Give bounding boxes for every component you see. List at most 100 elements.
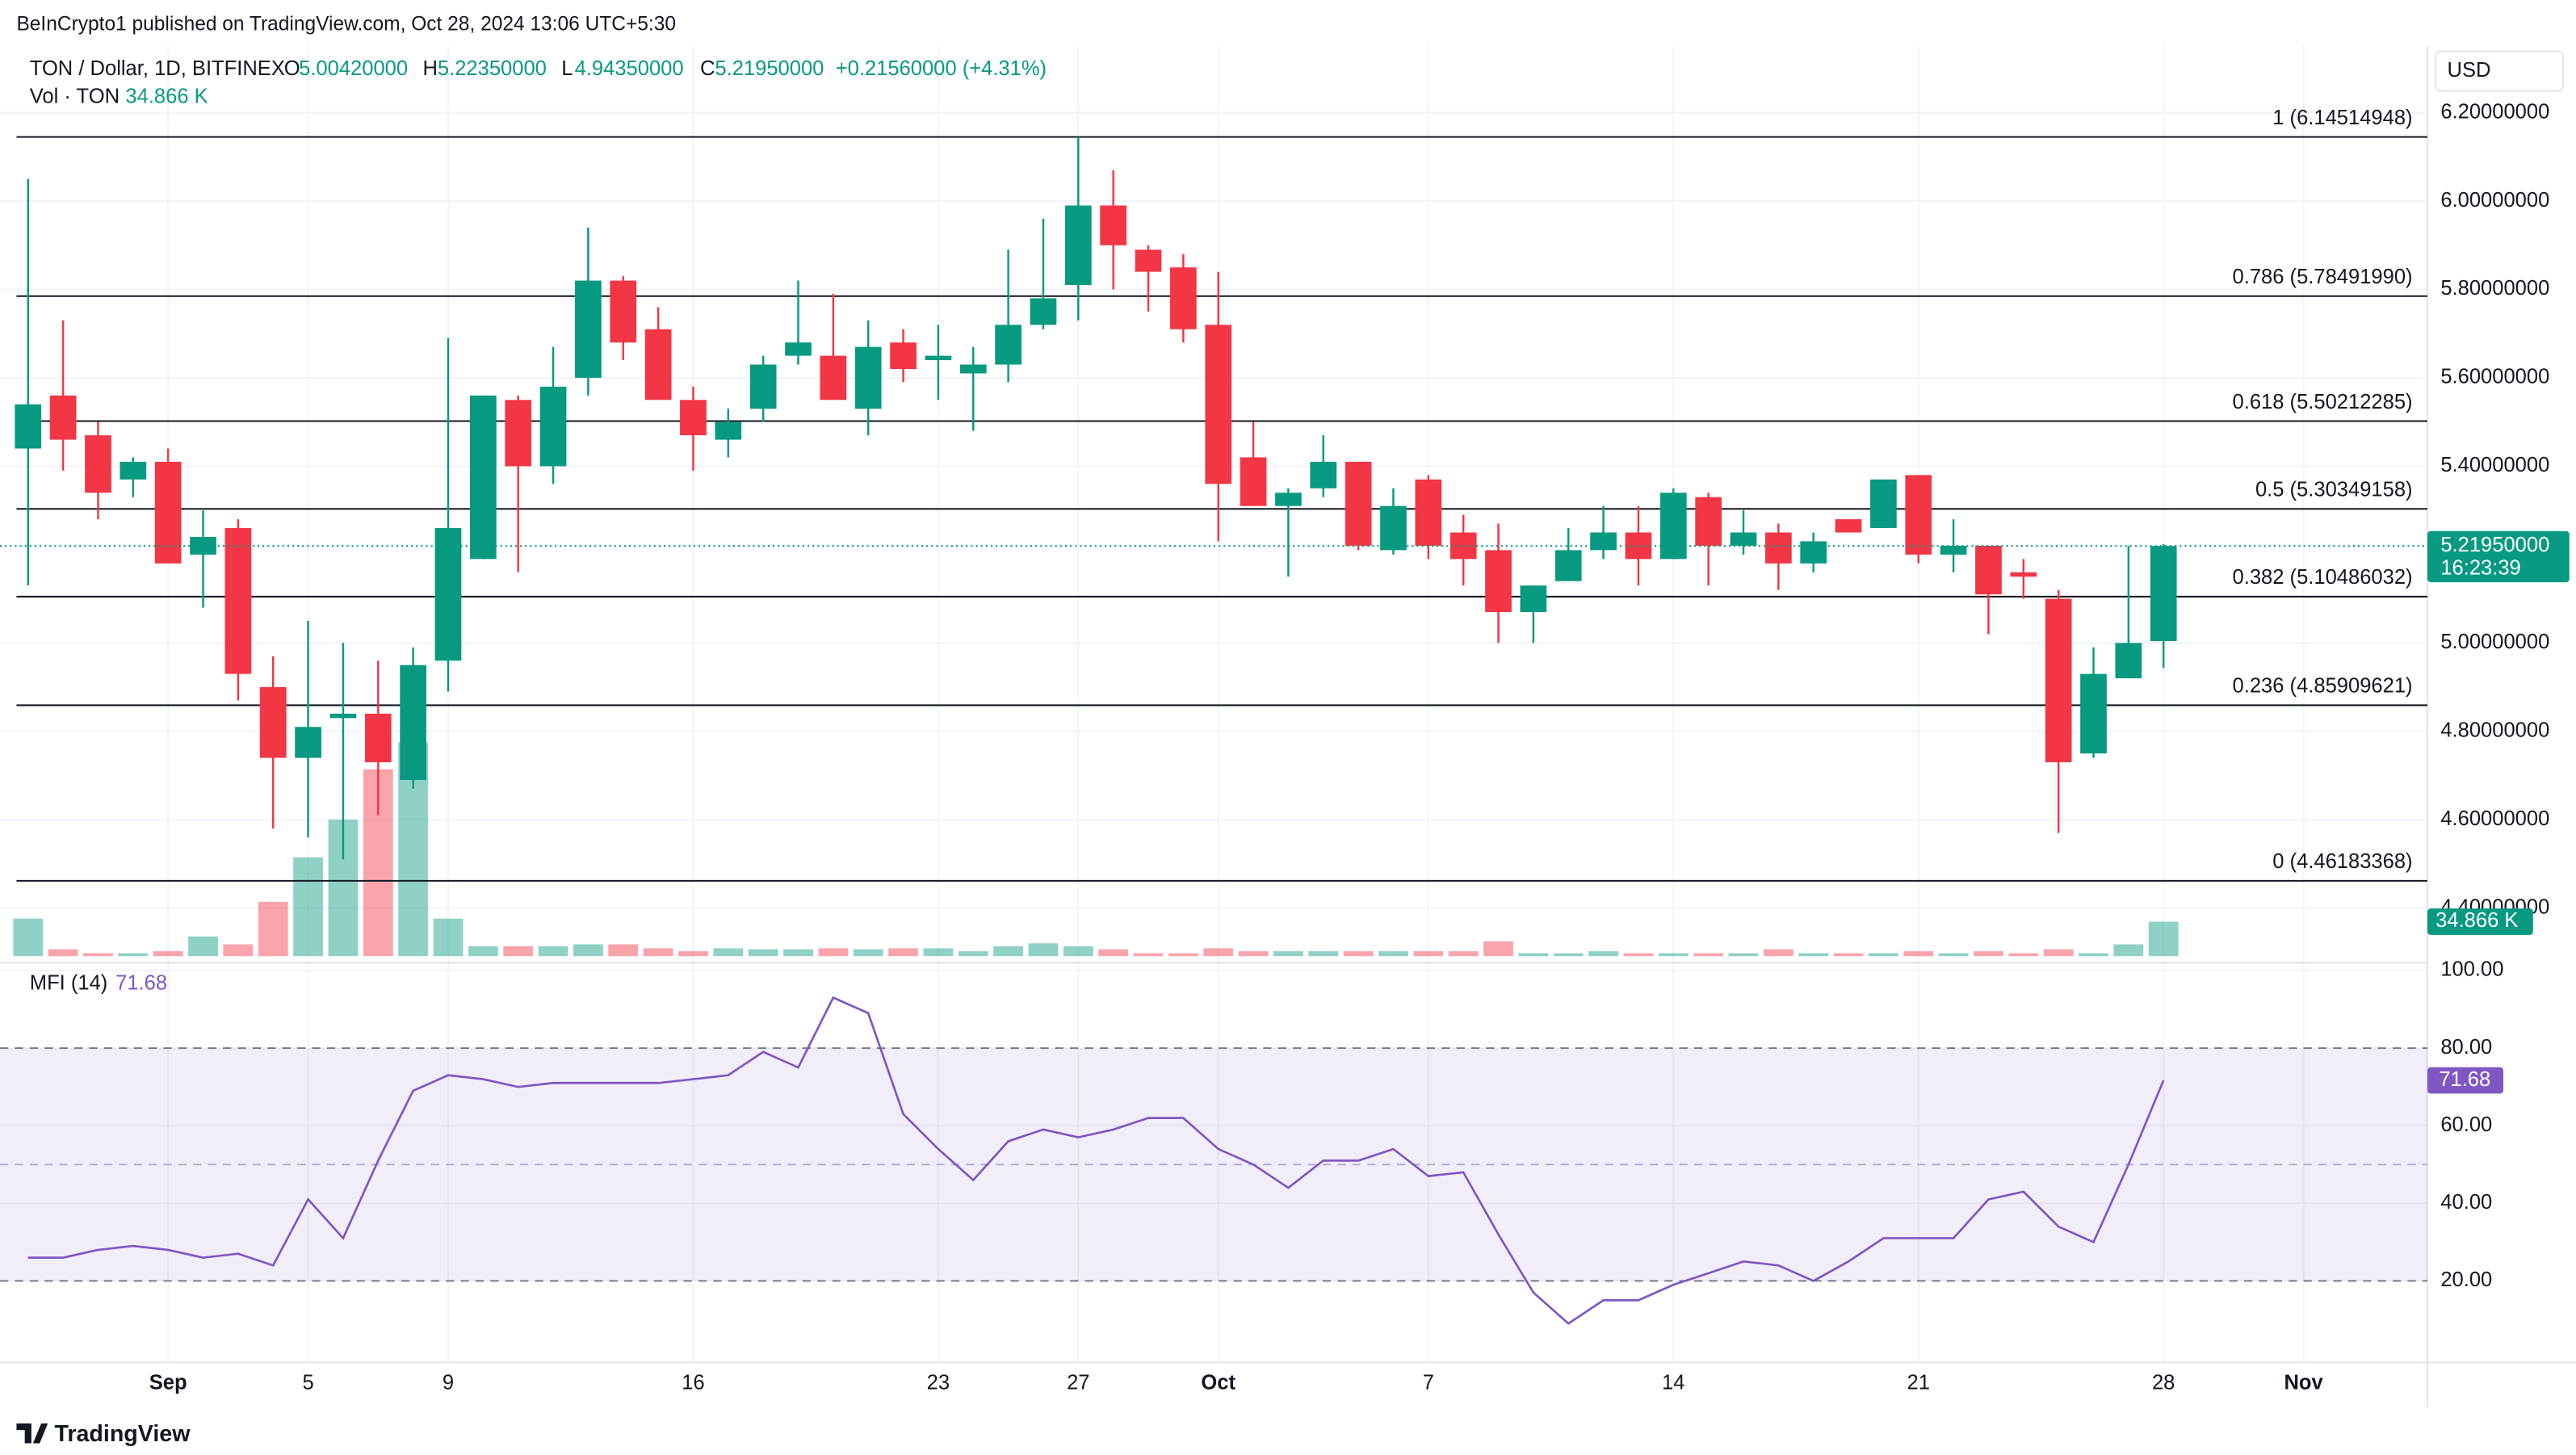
volume-bar — [83, 953, 113, 957]
candle-body — [259, 687, 287, 758]
mfi-label-box — [2427, 1067, 2504, 1094]
volume-bar — [1623, 953, 1654, 957]
ohlc-label: C — [700, 57, 715, 80]
volume-bar — [118, 953, 149, 957]
volume-bar — [2043, 949, 2074, 957]
x-tick-label: Nov — [2284, 1372, 2323, 1394]
x-tick-label: 27 — [1067, 1372, 1089, 1394]
y-tick-label: 40.00 — [2440, 1191, 2492, 1214]
candle-body — [1835, 519, 1862, 533]
volume-bar — [1273, 951, 1303, 957]
last-price-box — [2427, 530, 2570, 583]
symbol-title: TON / Dollar, 1D, BITFINEX — [30, 57, 285, 80]
volume-bar — [538, 946, 568, 957]
volume-bar — [503, 946, 534, 957]
volume-bar — [853, 949, 883, 957]
candle-body — [610, 280, 637, 343]
volume-bar — [888, 948, 918, 957]
fib-label: 0.5 (5.30349158) — [2255, 478, 2413, 501]
y-tick-label: 80.00 — [2440, 1036, 2492, 1059]
fib-label: 0.236 (4.85909621) — [2233, 675, 2413, 698]
currency-box[interactable] — [2435, 50, 2564, 92]
volume-bar — [293, 857, 323, 957]
candle-body — [15, 404, 42, 449]
candle-body — [505, 400, 532, 467]
volume-bar — [1238, 951, 1269, 957]
candle-body — [1554, 550, 1582, 581]
volume-bar — [48, 949, 78, 957]
candle-body — [364, 713, 392, 763]
x-tick-label: 21 — [1907, 1372, 1930, 1394]
fib-label: 0.618 (5.50212285) — [2233, 391, 2413, 413]
candle-body — [890, 342, 917, 370]
volume-bar — [1588, 951, 1618, 957]
volume-bar — [1518, 953, 1549, 957]
volume-bar — [1693, 953, 1724, 957]
volume-bar — [1098, 949, 1129, 957]
ohlc-value: 5.22350000 — [438, 57, 547, 80]
candle-body — [2010, 572, 2037, 577]
candle-body — [749, 364, 777, 409]
candle-body — [1590, 532, 1617, 551]
volume-bar — [1483, 941, 1513, 957]
mfi-title: MFI (14) — [30, 972, 108, 995]
logo-icon — [16, 1423, 48, 1444]
volume-bar — [748, 949, 778, 957]
volume-bar — [1448, 951, 1479, 957]
volume-bar — [958, 951, 988, 957]
candle-body — [2045, 598, 2072, 763]
candle-body — [995, 325, 1022, 365]
mfi-value: 71.68 — [115, 972, 167, 995]
volume-bar — [1343, 951, 1374, 957]
ohlc-label: O — [284, 57, 300, 80]
volume-title: Vol · TON — [30, 86, 120, 108]
volume-bar — [2113, 944, 2144, 957]
x-tick-label: 28 — [2152, 1372, 2175, 1394]
currency[interactable]: USD — [2448, 59, 2491, 82]
x-tick-label: 14 — [1662, 1372, 1684, 1394]
volume-bar — [573, 944, 603, 957]
volume-bar — [713, 948, 744, 957]
volume-bar — [1938, 953, 1969, 957]
x-tick-label: 5 — [302, 1372, 313, 1394]
candle-body — [434, 528, 462, 661]
fib-label: 1 (6.14514948) — [2272, 107, 2412, 129]
y-tick-label: 60.00 — [2440, 1113, 2492, 1136]
volume-bar — [1063, 946, 1093, 957]
volume-bar — [1308, 951, 1339, 957]
candle-body — [925, 355, 952, 361]
volume-bar — [2008, 953, 2039, 957]
logo-text: TradingView — [54, 1421, 191, 1447]
y-tick-label: 100.00 — [2440, 958, 2503, 981]
ohlc-value: 5.00420000 — [299, 57, 408, 80]
candle-body — [154, 461, 182, 564]
x-tick-label: 23 — [927, 1372, 950, 1394]
y-tick-label: 6.20000000 — [2440, 100, 2549, 123]
candle-body — [1695, 497, 1722, 546]
published-note: BeInCrypto1 published on TradingView.com… — [16, 13, 676, 35]
candle-body — [1764, 532, 1792, 564]
candle-body — [1485, 550, 1512, 613]
volume-bar — [1903, 951, 1934, 957]
volume-bar — [433, 918, 464, 957]
candle-body — [2150, 546, 2177, 642]
change: +0.21560000 (+4.31%) — [836, 57, 1047, 80]
candle-body — [820, 355, 847, 400]
x-tick-label: Sep — [149, 1372, 187, 1394]
volume-bar — [608, 944, 639, 957]
volume-bar — [153, 951, 183, 957]
volume-bar — [1974, 951, 2003, 957]
candle-body — [1275, 493, 1302, 506]
candle-body — [539, 386, 567, 467]
candle-body — [1345, 461, 1372, 546]
volume-bar — [1728, 953, 1759, 957]
volume-bar — [1833, 953, 1864, 957]
candle-body — [1800, 541, 1827, 564]
mfi-label: 71.68 — [2439, 1068, 2490, 1091]
y-tick-label: 4.80000000 — [2440, 719, 2549, 742]
volume-bar — [468, 946, 498, 957]
candle-body — [1205, 325, 1232, 484]
y-tick-label: 5.60000000 — [2440, 366, 2549, 388]
candle-body — [1380, 505, 1407, 551]
